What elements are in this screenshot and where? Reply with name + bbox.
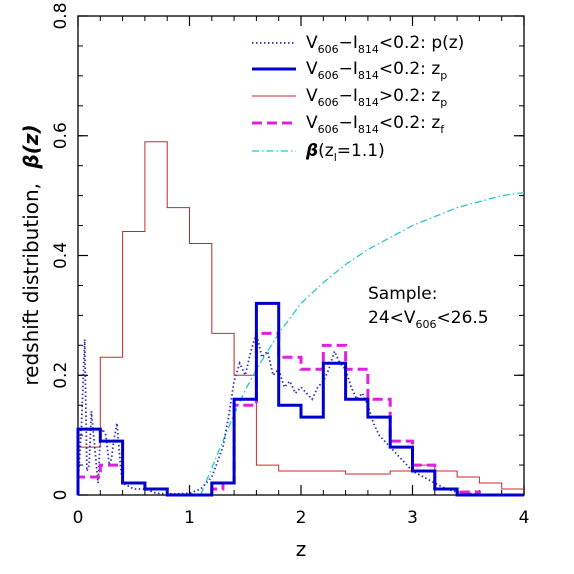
y-axis-label: redshift distribution, β(z) (19, 124, 43, 385)
axis-ticks (77, 15, 525, 496)
svg-text:redshift distribution, β: redshift distribution, β(z) (19, 124, 43, 385)
series-layer (76, 141, 525, 497)
x-tick-label: 0 (73, 508, 84, 528)
y-tick-label: 0 (51, 490, 71, 501)
legend-label-zp-blue: V606−I814<0.2: zp (306, 59, 447, 82)
x-tick-label: 2 (296, 508, 307, 528)
y-tick-label: 0.6 (51, 122, 71, 149)
x-tick-label: 3 (407, 508, 418, 528)
annotation-line1: Sample: (368, 284, 437, 304)
x-tick-label: 4 (519, 508, 530, 528)
legend: V606−I814<0.2: p(z) V606−I814<0.2: zp V606… (252, 33, 464, 164)
y-tick-label: 0.8 (51, 2, 71, 29)
legend-label-zp-red: V606−I814>0.2: zp (306, 86, 447, 109)
annotation-line2: 24<V606<26.5 (368, 308, 489, 331)
legend-label-pz: V606−I814<0.2: p(z) (306, 33, 464, 56)
plot-frame (77, 15, 525, 496)
y-tick-label: 0.2 (51, 362, 71, 389)
series-zp-blue-line (76, 301, 524, 497)
legend-label-zf: V606−I814<0.2: zf (306, 113, 445, 136)
x-tick-label: 1 (184, 508, 195, 528)
tick-labels: 0 1 2 3 4 0 0.2 0.4 0.6 0.8 (51, 2, 529, 528)
series-pz-line (77, 329, 524, 496)
legend-label-beta: β(zl=1.1) (305, 141, 385, 164)
x-axis-label: z (296, 537, 307, 561)
y-axis-label-symbol: β(z) (19, 124, 43, 169)
y-axis-label-text: redshift distribution, (19, 183, 43, 386)
y-tick-label: 0.4 (51, 242, 71, 269)
series-zp-red-line (77, 141, 524, 495)
annotation: Sample: 24<V606<26.5 (368, 284, 489, 331)
series-beta-line (200, 191, 525, 496)
